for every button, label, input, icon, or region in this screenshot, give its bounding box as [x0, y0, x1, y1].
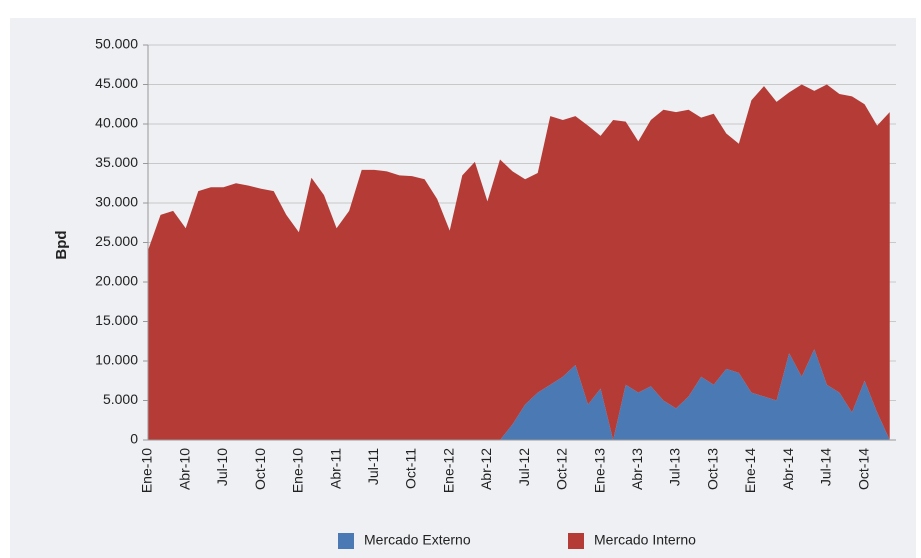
- x-tick-label: Jul-11: [365, 448, 381, 485]
- x-tick-label: Jul-14: [818, 448, 834, 486]
- legend-label: Mercado Interno: [594, 532, 696, 548]
- x-tick-label: Oct-11: [403, 448, 419, 489]
- x-tick-label: Ene-12: [440, 448, 456, 493]
- x-tick-label: Jul-10: [214, 448, 230, 486]
- x-tick-label: Oct-12: [554, 448, 570, 490]
- y-tick-label: 15.000: [95, 312, 138, 328]
- x-tick-label: Ene-10: [139, 448, 155, 493]
- x-tick-label: Oct-14: [855, 448, 871, 490]
- y-tick-label: 30.000: [95, 194, 138, 210]
- x-tick-label: Ene-14: [742, 448, 758, 493]
- y-tick-label: 45.000: [95, 75, 138, 91]
- y-tick-label: 25.000: [95, 233, 138, 249]
- x-tick-label: Abr-12: [478, 448, 494, 490]
- area: [148, 84, 890, 440]
- x-tick-label: Abr-10: [176, 448, 192, 490]
- area: [148, 349, 890, 440]
- x-tick-label: Jul-13: [667, 448, 683, 486]
- y-tick-label: 35.000: [95, 154, 138, 170]
- legend-swatch: [338, 533, 354, 549]
- y-tick-label: 50.000: [95, 36, 138, 52]
- legend-label: Mercado Externo: [364, 532, 471, 548]
- x-tick-label: Ene-10: [290, 448, 306, 493]
- x-tick-label: Jul-12: [516, 448, 532, 486]
- y-tick-label: 40.000: [95, 115, 138, 131]
- x-tick-label: Abr-11: [327, 448, 343, 489]
- x-tick-label: Oct-10: [252, 448, 268, 490]
- y-tick-label: 10.000: [95, 352, 138, 368]
- x-tick-label: Ene-13: [591, 448, 607, 493]
- y-tick-label: 5.000: [103, 391, 138, 407]
- x-tick-label: Abr-13: [629, 448, 645, 490]
- x-tick-label: Oct-13: [704, 448, 720, 490]
- y-tick-label: 0: [130, 431, 138, 447]
- x-tick-label: Abr-14: [780, 448, 796, 490]
- y-axis-label: Bpd: [53, 230, 70, 259]
- legend-swatch: [568, 533, 584, 549]
- y-tick-label: 20.000: [95, 273, 138, 289]
